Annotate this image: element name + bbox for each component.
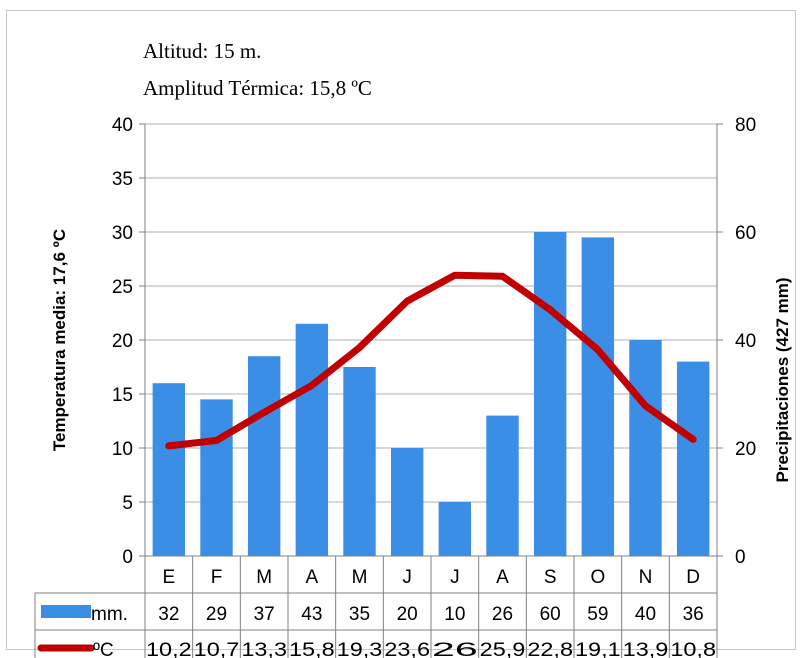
y-axis-right-label: Precipitaciones (427 mm) — [773, 277, 792, 482]
temperature-value: 22,8 — [527, 640, 573, 658]
category-label: F — [211, 567, 223, 588]
temperature-value: 15,8 — [289, 640, 335, 658]
y-left-tick-label: 30 — [112, 223, 133, 244]
precip-bar — [247, 356, 281, 556]
category-label: M — [352, 567, 368, 588]
precip-value: 20 — [397, 604, 418, 625]
y-left-tick-label: 35 — [112, 169, 133, 190]
precip-value: 32 — [158, 604, 179, 625]
precip-bar — [438, 502, 472, 556]
y-left-tick-label: 0 — [122, 547, 133, 568]
y-right-tick-label: 40 — [735, 331, 756, 352]
precip-bar — [676, 361, 710, 556]
category-label: A — [496, 567, 509, 588]
y-left-tick-label: 15 — [112, 385, 133, 406]
category-label: S — [544, 567, 557, 588]
precip-value: 36 — [683, 604, 704, 625]
data-table: E F M A M J J A S O N Dmm. ºC 32 29 37 43 35 20 10 26 60 59 40 3… — [34, 555, 718, 658]
temperature-value: 10,7 — [194, 640, 240, 658]
y-left-tick-label: 10 — [112, 439, 133, 460]
precip-bar — [533, 232, 567, 556]
temperature-value: 19,3 — [337, 640, 383, 658]
legend-label-temperature: ºC — [93, 640, 114, 658]
precip-bar — [486, 415, 519, 556]
precip-value: 26 — [492, 604, 513, 625]
precip-bar — [629, 340, 662, 556]
y-right-tick-label: 0 — [735, 547, 746, 568]
subtitle-line-1: Altitud: 15 m. — [143, 39, 261, 63]
precip-bar — [200, 399, 233, 556]
precip-bar — [390, 448, 424, 556]
line-layer — [165, 271, 697, 450]
precip-value: 40 — [635, 604, 656, 625]
category-label: N — [639, 567, 653, 588]
temperature-value: 25,9 — [480, 640, 526, 658]
temperature-value: 26 — [432, 640, 478, 658]
precip-value: 43 — [301, 604, 322, 625]
y-left-tick-label: 40 — [112, 115, 133, 136]
temperature-line — [165, 271, 697, 450]
category-label: J — [402, 567, 412, 588]
temperature-value: 13,9 — [623, 640, 669, 658]
y-right-tick-label: 60 — [735, 223, 756, 244]
bars-layer — [152, 232, 710, 556]
subtitle-line-2: Amplitud Térmica: 15,8 ºC — [143, 76, 372, 100]
precip-value: 10 — [444, 604, 465, 625]
precip-bar — [295, 323, 329, 556]
precip-value: 37 — [254, 604, 275, 625]
y-right-tick-label: 20 — [735, 439, 756, 460]
temperature-value: 19,1 — [575, 640, 621, 658]
temperature-value: 13,3 — [241, 640, 287, 658]
precip-value: 60 — [540, 604, 561, 625]
y-left-tick-label: 20 — [112, 331, 133, 352]
precip-value: 35 — [349, 604, 370, 625]
category-label: A — [305, 567, 318, 588]
axes-layer: 0 5 10 15 20 25 30 35 40 0 20 40 60 80 — [112, 115, 756, 568]
y-right-tick-label: 80 — [735, 115, 756, 136]
category-label: O — [590, 567, 605, 588]
temperature-value: 10,2 — [146, 640, 192, 658]
precip-bar — [581, 237, 615, 556]
category-label: M — [256, 567, 272, 588]
category-label: D — [686, 567, 700, 588]
temperature-value: 23,6 — [384, 640, 430, 658]
precip-value: 59 — [587, 604, 608, 625]
precip-value: 29 — [206, 604, 227, 625]
y-axis-left-label: Temperatura media: 17,6 ºC — [50, 229, 69, 451]
y-left-tick-label: 5 — [122, 493, 133, 514]
category-label: E — [162, 567, 175, 588]
precip-bar — [343, 367, 376, 556]
y-left-tick-label: 25 — [112, 277, 133, 298]
temperature-value: 10,8 — [670, 640, 716, 658]
category-label: J — [450, 567, 460, 588]
legend-label-precip: mm. — [91, 604, 128, 625]
legend-key-precip — [41, 605, 91, 618]
precip-bar — [152, 383, 186, 556]
